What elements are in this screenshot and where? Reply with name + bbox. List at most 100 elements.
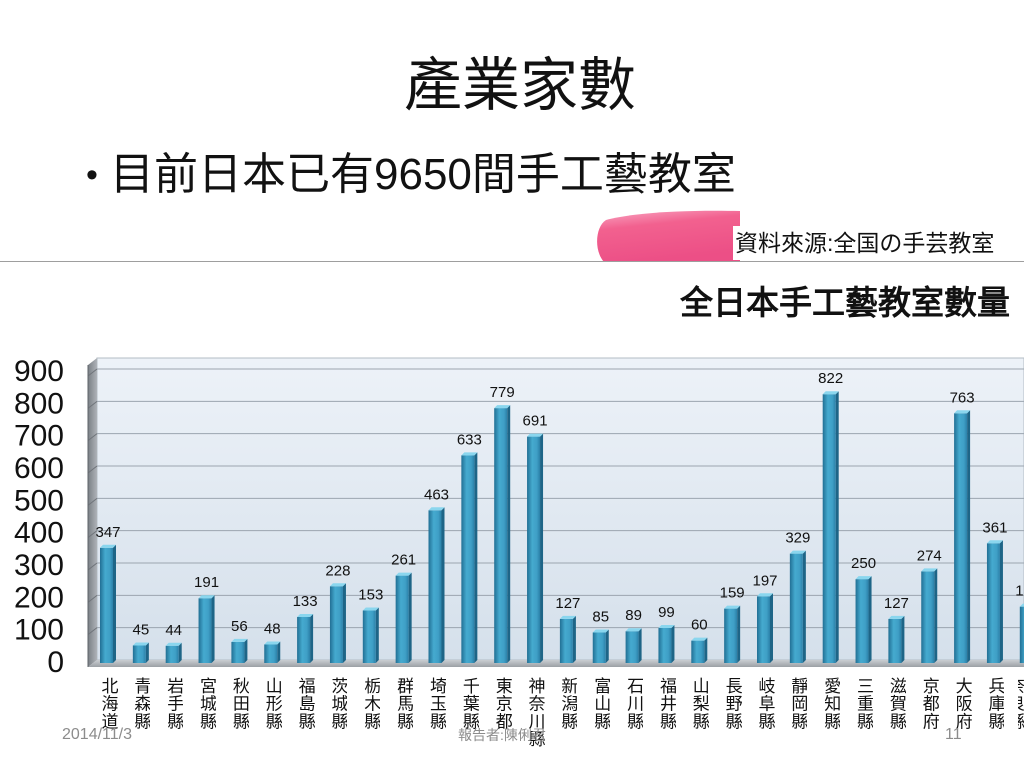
bar-9-side (375, 607, 379, 663)
bar-29-front (1019, 606, 1024, 663)
data-label-3: 44 (165, 622, 182, 639)
bullet-text: 目前日本已有9650間手工藝教室 (110, 150, 736, 199)
data-label-17: 89 (625, 607, 642, 624)
data-label-27: 763 (950, 389, 975, 406)
bar-12-top (461, 452, 478, 456)
chart-title: 全日本手工藝教室數量 (680, 284, 1010, 321)
category-label-19: 山梨縣 (689, 677, 709, 731)
data-label-28: 361 (982, 519, 1007, 536)
bar-16-front (592, 632, 606, 663)
bar-18-front (658, 627, 672, 663)
data-label-24: 250 (851, 555, 876, 572)
bar-2-side (145, 642, 149, 663)
category-label-6: 山形縣 (262, 677, 282, 731)
bar-19-front (691, 640, 705, 663)
bar-27-top (954, 410, 971, 414)
bar-17 (625, 628, 642, 663)
data-label-23: 822 (818, 370, 843, 387)
data-label-20: 159 (720, 585, 745, 602)
bar-1-top (100, 544, 116, 548)
bar-12 (461, 452, 478, 663)
data-label-2: 45 (133, 621, 150, 638)
bar-1-side (113, 544, 116, 663)
y-tick-label-700: 700 (14, 420, 64, 453)
y-tick-label-100: 100 (14, 614, 64, 647)
bar-7-top (297, 613, 314, 617)
data-label-6: 48 (264, 620, 281, 637)
highlight-marker (597, 210, 740, 262)
category-label-22: 靜岡縣 (788, 677, 808, 731)
slide-number: 11 (945, 726, 962, 743)
bar-17-top (625, 628, 642, 632)
bar-10-front (395, 575, 409, 663)
bar-7-front (297, 616, 311, 663)
chart-frame-border (0, 261, 1024, 262)
category-label-26: 京都府 (919, 677, 939, 731)
category-label-16: 富山縣 (591, 677, 611, 731)
source-note: 資料來源:全国の手芸教室 (733, 226, 1024, 260)
bar-22-side (802, 550, 806, 663)
bar-19-top (691, 637, 708, 641)
bullet-point: 目前日本已有9650間手工藝教室 (86, 147, 736, 203)
side-gridline-800 (87, 400, 98, 409)
bar-24-side (868, 576, 872, 663)
bar-11-top (428, 507, 445, 511)
bar-11-front (428, 510, 442, 663)
bar-11-side (441, 507, 445, 663)
data-label-13: 779 (490, 384, 515, 401)
bar-2-top (132, 642, 149, 646)
bar-16-side (605, 629, 609, 663)
bar-20-top (724, 605, 741, 609)
side-gridline-100 (87, 627, 98, 636)
data-labels: 347 45 44 191 56 48 133 228 153 261 463 633 779 691 12… (95, 370, 1024, 639)
category-label-4: 宮城縣 (197, 677, 217, 731)
bar-23-front (822, 394, 836, 663)
bar-21-top (757, 593, 773, 597)
bar-16-top (592, 629, 609, 633)
category-label-25: 滋賀縣 (886, 677, 906, 731)
bar-23 (822, 391, 839, 663)
bar-5-front (231, 641, 245, 663)
highlight-marker-stroke (597, 210, 740, 262)
category-label-18: 福井縣 (656, 677, 676, 731)
bar-9-front (362, 610, 376, 663)
bar-5-side (244, 638, 248, 663)
category-label-8: 茨城縣 (328, 677, 348, 731)
y-tick-label-900: 900 (14, 355, 64, 388)
bar-15-side (572, 615, 576, 663)
bar-13-side (507, 405, 511, 663)
bar-13-top (494, 405, 511, 409)
bar-28-side (999, 540, 1003, 663)
bar-23-side (835, 391, 839, 663)
bar-26-front (921, 571, 935, 663)
bar-12-front (461, 455, 475, 663)
bar-12-side (474, 452, 478, 663)
data-label-10: 261 (391, 552, 416, 569)
category-label-13: 東京都 (492, 677, 512, 731)
bar-9-top (362, 607, 379, 611)
bar-4-front (198, 598, 212, 663)
bar-22 (789, 550, 806, 663)
bar-24 (855, 576, 872, 663)
bar-25-top (888, 615, 905, 619)
y-tick-label-500: 500 (14, 484, 64, 517)
bar-20-front (724, 608, 738, 663)
bar-1 (100, 544, 116, 663)
y-tick-label-800: 800 (14, 387, 64, 420)
bar-19 (691, 637, 708, 663)
bar-20-side (737, 605, 741, 663)
bar-21 (757, 593, 773, 663)
bar-9 (362, 607, 379, 663)
bar-21-front (757, 596, 770, 663)
side-gridline-700 (87, 433, 98, 442)
bar-22-front (789, 553, 803, 663)
bar-8-side (342, 583, 346, 663)
bar-22-top (789, 550, 806, 554)
bar-14-front (527, 436, 541, 663)
bar-18 (658, 624, 675, 663)
data-label-16: 85 (592, 609, 609, 626)
bar-5 (231, 638, 248, 663)
